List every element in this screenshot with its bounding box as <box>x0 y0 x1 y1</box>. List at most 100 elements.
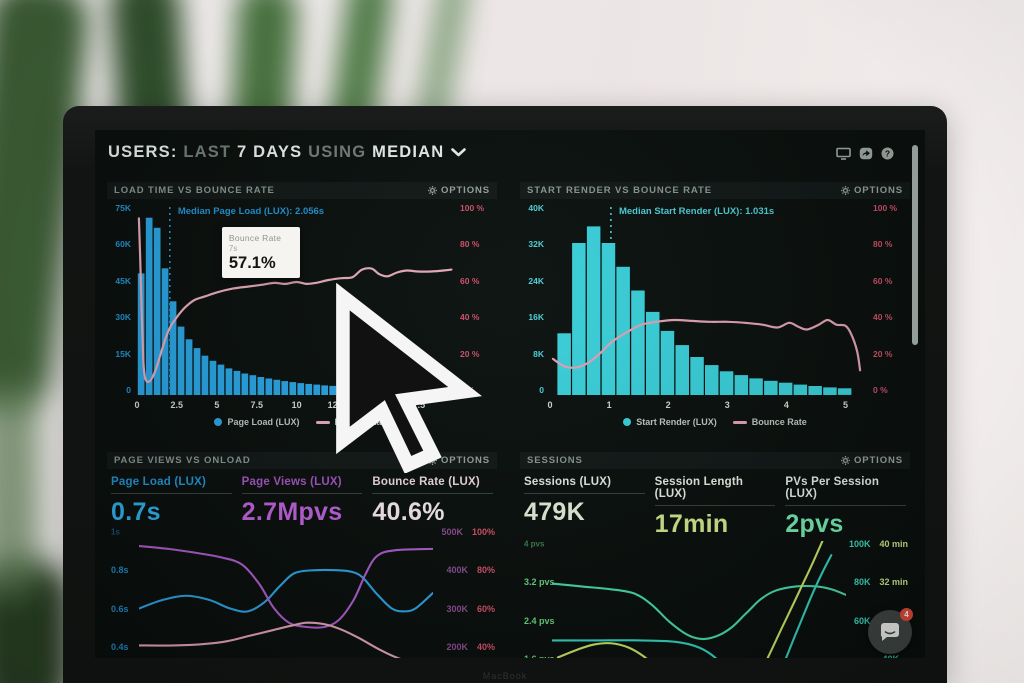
histogram-bar[interactable] <box>557 333 571 395</box>
x-axis: 0 1 2 3 4 5 <box>547 398 866 413</box>
metric[interactable]: Sessions (LUX) 479K <box>524 476 645 539</box>
histogram-bar[interactable] <box>823 387 837 395</box>
histogram-bar[interactable] <box>273 379 281 395</box>
histogram-bar[interactable] <box>808 386 822 395</box>
laptop-bezel: USERS: LAST 7 DAYS USING MEDIAN ? LOAD T… <box>63 106 947 683</box>
gear-icon <box>840 456 850 465</box>
help-icon[interactable]: ? <box>881 147 894 160</box>
histogram-bar[interactable] <box>169 301 177 395</box>
histogram-bar[interactable] <box>329 385 336 395</box>
histogram-bar[interactable] <box>145 217 153 395</box>
series-line <box>139 570 433 612</box>
histogram-bar[interactable] <box>734 375 749 395</box>
histogram-bar[interactable] <box>241 373 249 396</box>
histogram-bar[interactable] <box>249 375 257 395</box>
histogram-bar[interactable] <box>778 382 793 395</box>
legend-item[interactable]: Start Render (LUX) <box>623 417 717 427</box>
histogram-bar[interactable] <box>719 371 734 395</box>
y-tick-label-right: 80K 32 min <box>816 577 908 587</box>
histogram-bar[interactable] <box>209 360 217 395</box>
svg-text:?: ? <box>885 148 890 158</box>
histogram-bar[interactable] <box>153 227 161 395</box>
display-icon[interactable] <box>836 147 851 160</box>
histogram-bar[interactable] <box>185 339 193 395</box>
chat-widget-button[interactable]: 4 <box>868 608 913 654</box>
metric-label: Sessions (LUX) <box>524 476 612 488</box>
histogram-bar[interactable] <box>631 290 645 396</box>
panel-page-views-vs-onload: PAGE VIEWS VS ONLOAD OPTIONS Page Load (… <box>107 452 497 658</box>
y-tick-label: 0 <box>126 384 131 395</box>
y-tick-label: 80 % <box>460 239 480 250</box>
y-tick-label: 40 % <box>873 312 893 323</box>
histogram-bar[interactable] <box>297 383 305 395</box>
histogram-bar[interactable] <box>193 348 201 395</box>
scrollbar[interactable] <box>912 145 918 345</box>
legend-item[interactable]: Bounce Rate <box>732 417 807 427</box>
y-tick-label: 8K <box>533 348 544 359</box>
histogram-bar[interactable] <box>572 243 586 395</box>
page-title[interactable]: USERS: LAST 7 DAYS USING MEDIAN <box>108 143 912 162</box>
histogram-bar[interactable] <box>289 382 297 395</box>
legend-item[interactable]: Page Load (LUX) <box>214 417 300 427</box>
bounce-rate-line <box>551 318 862 372</box>
histogram-bar[interactable] <box>137 273 145 395</box>
histogram-bar[interactable] <box>837 388 852 395</box>
histogram-bar[interactable] <box>793 384 808 395</box>
line-chart-svg <box>139 529 433 658</box>
histogram-bar[interactable] <box>749 378 763 395</box>
panel-load-time-vs-bounce-rate: LOAD TIME VS BOUNCE RATE OPTIONS 75K 60K 4… <box>107 182 497 473</box>
metric-divider <box>241 493 363 494</box>
histogram-bar[interactable] <box>660 330 675 395</box>
histogram-bar[interactable] <box>646 311 660 395</box>
y-tick-value: 32 min <box>879 577 908 588</box>
metric-value: 17min <box>654 510 729 538</box>
panel-title: LOAD TIME VS BOUNCE RATE <box>114 185 275 196</box>
metric-divider <box>372 493 494 494</box>
histogram-bar[interactable] <box>705 365 719 395</box>
histogram-bar[interactable] <box>305 383 313 395</box>
options-button[interactable]: OPTIONS <box>840 455 903 466</box>
histogram-bar[interactable] <box>265 378 273 396</box>
line-chart-svg <box>552 541 846 658</box>
metric[interactable]: PVs Per Session (LUX) 2pvs <box>785 476 907 539</box>
y-tick-label: 30K <box>115 312 131 323</box>
histogram-bar[interactable] <box>161 268 169 395</box>
histogram-bar[interactable] <box>217 364 225 395</box>
histogram-bar[interactable] <box>616 266 630 395</box>
histogram-bar[interactable] <box>225 368 233 395</box>
histogram-bar[interactable] <box>313 384 321 395</box>
y-tick-value: 40 min <box>879 538 908 549</box>
histogram-bar[interactable] <box>281 381 289 395</box>
options-button[interactable]: OPTIONS <box>840 185 903 196</box>
chevron-down-icon[interactable] <box>451 148 467 157</box>
y-tick-label: 32K <box>528 239 544 250</box>
metric-value: 2pvs <box>785 510 844 538</box>
histogram-bar[interactable] <box>764 380 778 395</box>
histogram-bar[interactable] <box>201 355 209 395</box>
metric-value: 40.6% <box>372 498 445 526</box>
metric[interactable]: Page Views (LUX) 2.7Mpvs <box>241 476 363 527</box>
histogram-bar[interactable] <box>586 226 601 395</box>
y-tick-label-right: 100K 40 min <box>816 539 908 549</box>
metric[interactable]: Bounce Rate (LUX) 40.6% <box>372 476 494 527</box>
share-icon[interactable] <box>859 147 873 160</box>
x-tick-label: 10 <box>291 400 302 410</box>
metric-divider <box>654 505 776 506</box>
histogram-bar[interactable] <box>690 357 704 395</box>
y-tick-value: 40K <box>869 654 899 658</box>
metric[interactable]: Page Load (LUX) 0.7s <box>111 476 232 527</box>
y-tick-value: 500K <box>441 526 463 537</box>
y-tick-label: 0.8s <box>111 565 129 576</box>
panel-header: SESSIONS OPTIONS <box>520 452 910 469</box>
gear-icon <box>840 186 850 195</box>
histogram-bar[interactable] <box>601 243 616 395</box>
histogram-bar[interactable] <box>177 326 185 395</box>
metric[interactable]: Session Length (LUX) 17min <box>654 476 776 539</box>
histogram-bar[interactable] <box>321 385 328 395</box>
histogram-bar[interactable] <box>675 345 690 395</box>
histogram-bar[interactable] <box>257 377 265 395</box>
options-button[interactable]: OPTIONS <box>427 185 490 196</box>
y-tick-value: 100K <box>848 538 871 549</box>
histogram-bar[interactable] <box>233 370 241 395</box>
y-tick-value: 60K <box>853 615 871 626</box>
